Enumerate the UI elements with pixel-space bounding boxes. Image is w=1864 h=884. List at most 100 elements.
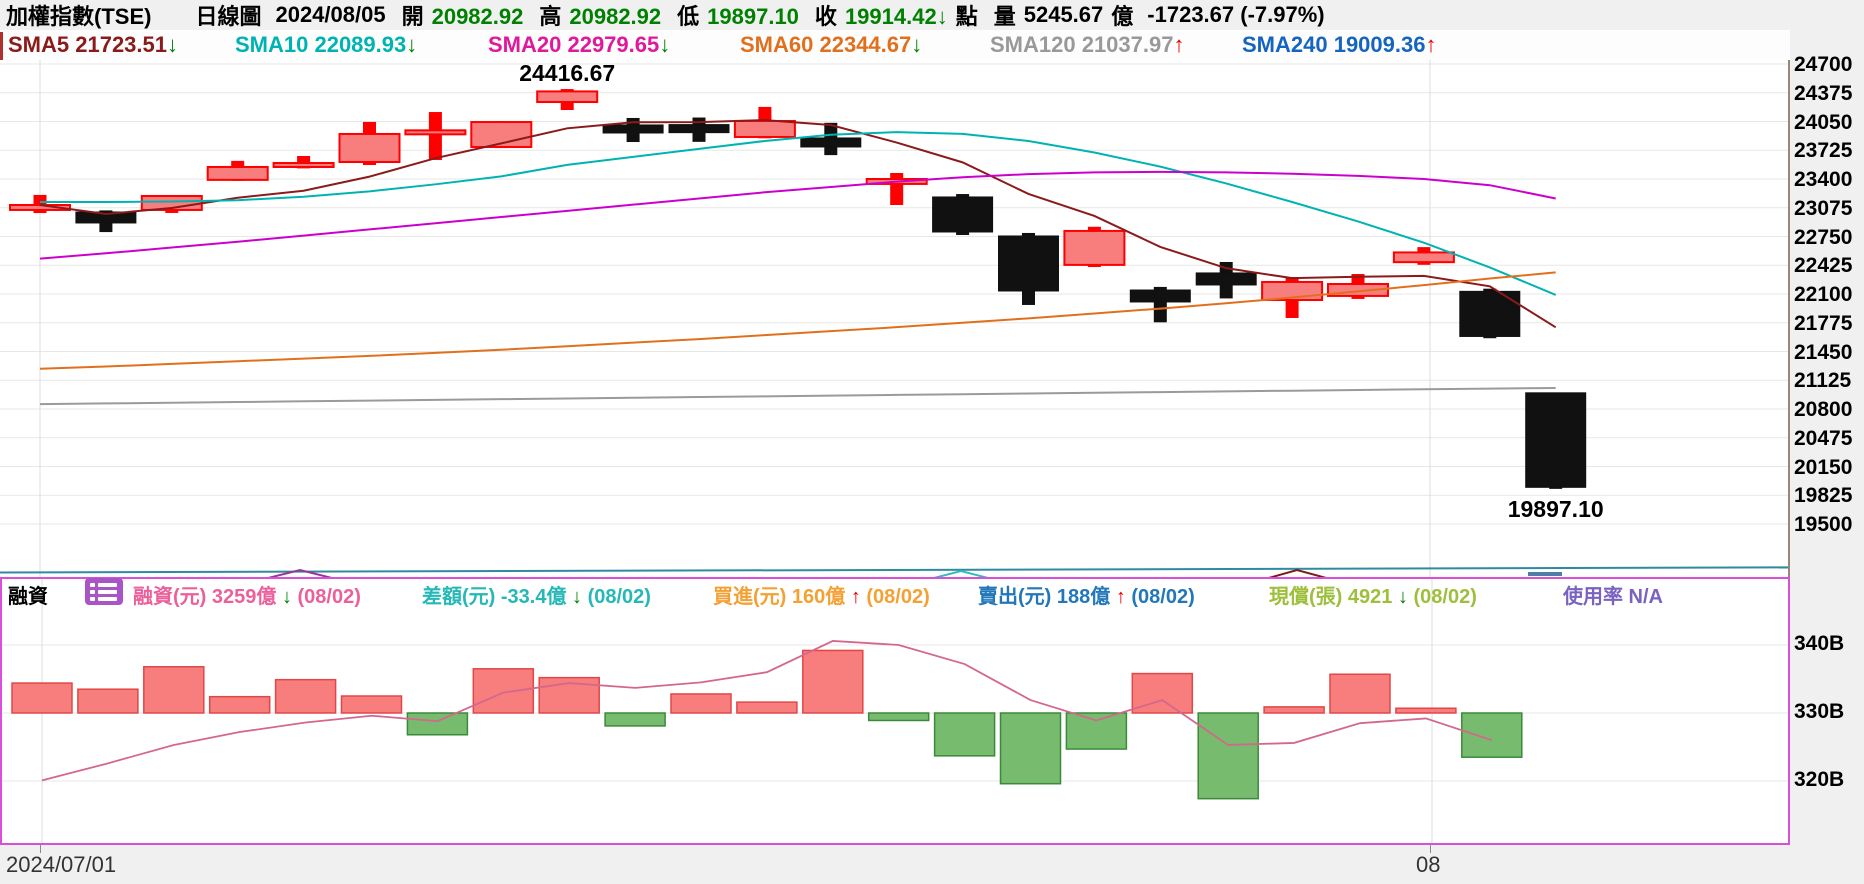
sma-legend-text: SMA10 22089.93 (235, 32, 407, 57)
price-tick-label: 23075 (1794, 196, 1853, 220)
quote-header-bar: 加權指數(TSE) 日線圖 2024/08/05 開 20982.92 高 20982… (0, 0, 1864, 30)
ohlc-field-value: 19897.10 (707, 4, 799, 29)
margin-stat-text: 使用率 N/A (1563, 586, 1663, 608)
price-tick-label: 21450 (1794, 340, 1853, 364)
margin-panel-header: 融資 融資(元) 3259億 ↓ (08/02) 差額(元) -33.4億 ↓ (… (0, 578, 1790, 609)
down-arrow-icon: ↓ (659, 32, 671, 57)
margin-change-bar[interactable] (604, 712, 666, 727)
margin-change-bar[interactable] (143, 666, 205, 714)
sma240-line (0, 566, 1789, 574)
margin-stat-item: 差額(元) -33.4億 ↓ (08/02) (422, 580, 651, 609)
candlestick[interactable] (1327, 283, 1389, 297)
down-arrow-icon: ↓ (911, 32, 923, 57)
candlestick[interactable] (1129, 289, 1191, 303)
candlestick[interactable] (206, 165, 269, 181)
instrument-title: 加權指數(TSE) (6, 4, 152, 29)
price-tick-label: 23725 (1794, 139, 1853, 163)
candlestick[interactable] (1525, 392, 1587, 488)
chart-type-label[interactable]: 日線圖 (195, 4, 262, 29)
candlestick[interactable] (1459, 290, 1521, 337)
price-tick-label: 22100 (1794, 283, 1853, 306)
plot-right-border (1788, 60, 1790, 577)
main-price-chart[interactable]: 24416.67 19897.10 (0, 60, 1790, 577)
candlestick[interactable] (800, 137, 862, 148)
margin-change-bar[interactable] (472, 668, 535, 714)
margin-tick-label: 340B (1794, 632, 1845, 655)
price-tick-label: 22750 (1794, 225, 1853, 249)
sma-legend-row: SMA5 21723.51↓ SMA10 22089.93↓ SMA20 22979… (0, 30, 1790, 60)
margin-change-bar[interactable] (1197, 712, 1259, 800)
down-arrow-icon: ↓ (167, 32, 178, 57)
candlestick[interactable] (998, 235, 1059, 292)
sma-legend-text: SMA5 21723.51 (8, 32, 167, 57)
sma-legend-item-sma120[interactable]: SMA120 21037.97↑ (990, 32, 1184, 58)
margin-financing-chart[interactable] (2, 579, 1788, 843)
margin-financing-panel[interactable] (0, 577, 1790, 845)
candlestick[interactable] (1063, 229, 1126, 266)
margin-change-bar[interactable] (867, 712, 930, 722)
bottom-strip-mark (1268, 568, 1327, 577)
price-tick-label: 21125 (1794, 369, 1852, 393)
candlestick[interactable] (272, 161, 335, 168)
sma-legend-item-sma5[interactable]: SMA5 21723.51↓ (8, 32, 178, 58)
margin-change-bar[interactable] (1065, 712, 1128, 750)
margin-change-bar[interactable] (802, 649, 864, 714)
volume-unit: 億 (1111, 4, 1134, 29)
margin-change-bar[interactable] (1329, 673, 1391, 714)
candlestick[interactable] (733, 119, 796, 138)
ohlc-field-label: 開 (401, 4, 424, 29)
price-tick-label: 23400 (1794, 168, 1853, 191)
candlestick[interactable] (404, 129, 467, 136)
margin-change-bar[interactable] (933, 712, 996, 757)
margin-tick-label: 320B (1794, 768, 1845, 791)
candlestick[interactable] (932, 196, 994, 233)
margin-change-bar[interactable] (1263, 706, 1325, 714)
sma60-line (39, 271, 1556, 370)
sma-legend-text: SMA120 21037.97 (990, 32, 1174, 57)
margin-stat-text: 賣出(元) 188億 (978, 586, 1116, 608)
price-tick-label: 24375 (1794, 81, 1853, 105)
x-axis-tick (40, 845, 41, 853)
price-axis-labels: 24700 24375 24050 23725 23400 23075 22750 22425… (1794, 53, 1864, 577)
margin-stat-date: (08/02) (582, 586, 651, 608)
margin-change-bar[interactable] (208, 695, 271, 714)
margin-axis-labels: 340B 330B 320B (1794, 577, 1864, 845)
margin-stat-date: (08/02) (291, 586, 361, 608)
margin-change-bar[interactable] (11, 682, 73, 714)
sma-legend-item-sma60[interactable]: SMA60 22344.67↓ (740, 32, 922, 58)
margin-stat-item: 賣出(元) 188億 ↑ (08/02) (978, 580, 1195, 609)
sma-legend-item-sma240[interactable]: SMA240 19009.36↑ (1242, 32, 1436, 58)
margin-stat-item: 現償(張) 4921 ↓ (08/02) (1269, 580, 1477, 609)
quote-date: 2024/08/05 (275, 2, 386, 27)
candlestick[interactable] (75, 211, 137, 224)
bottom-strip-mark (267, 568, 333, 577)
candlestick[interactable] (1195, 272, 1257, 286)
margin-change-bar[interactable] (999, 712, 1062, 785)
ohlc-field-label: 收 (814, 4, 837, 29)
points-unit-label: 點 (955, 4, 978, 29)
up-arrow-icon: ↑ (1425, 32, 1437, 57)
sma-legend-item-sma10[interactable]: SMA10 22089.93↓ (235, 32, 417, 58)
candlestick[interactable] (338, 132, 401, 164)
margin-change-bar[interactable] (274, 678, 337, 714)
margin-stat-text: 現償(張) 4921 (1269, 586, 1398, 608)
price-tick-label: 20800 (1794, 398, 1853, 421)
candlestick[interactable] (668, 124, 730, 134)
margin-change-bar[interactable] (77, 688, 139, 714)
ohlc-field-value: 20982.92 (431, 4, 524, 29)
candlestick[interactable] (1392, 251, 1455, 264)
list-menu-icon[interactable] (85, 578, 123, 605)
margin-change-bar[interactable] (670, 693, 732, 714)
margin-change-bar[interactable] (406, 712, 469, 736)
candlestick[interactable] (602, 124, 664, 134)
margin-change-bar[interactable] (1461, 712, 1523, 758)
margin-stat-item: 使用率 N/A (1563, 580, 1663, 609)
volume-label: 量 (993, 4, 1016, 29)
down-arrow-icon: ↓ (1397, 586, 1408, 608)
date-axis: 2024/07/01 08 (0, 845, 1864, 880)
sma-legend-item-sma20[interactable]: SMA20 22979.65↓ (488, 32, 670, 58)
margin-change-bar[interactable] (1395, 707, 1457, 714)
margin-change-bar[interactable] (340, 695, 403, 714)
candlestick[interactable] (536, 90, 599, 104)
margin-change-bar[interactable] (736, 701, 798, 714)
